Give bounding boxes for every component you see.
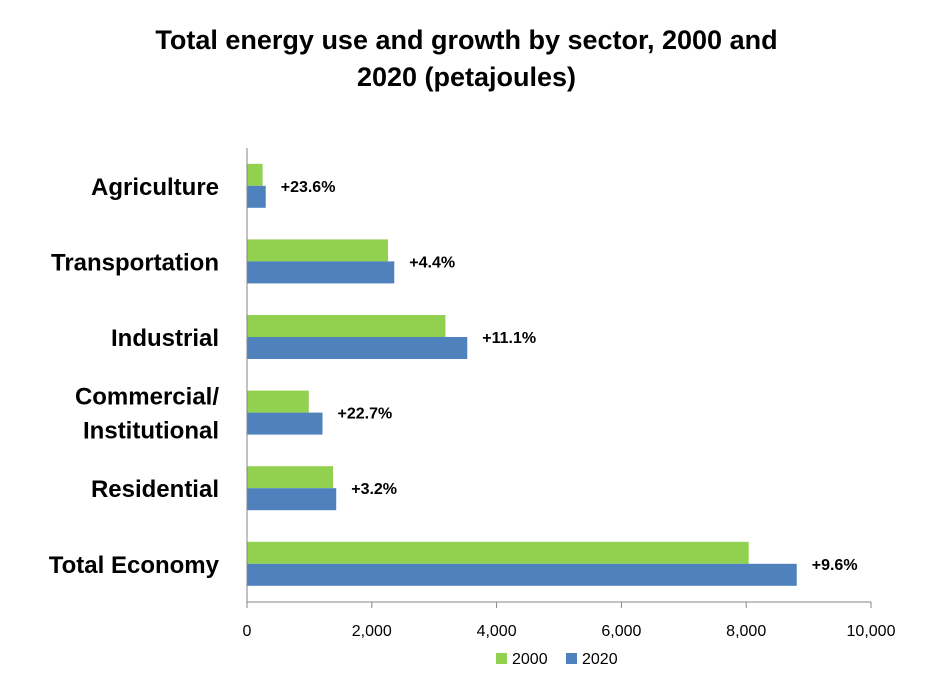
chart-title-line-1: Total energy use and growth by sector, 2… xyxy=(155,25,778,55)
bar-2000-4 xyxy=(247,390,309,413)
x-tick-label: 6,000 xyxy=(601,623,641,640)
chart-title-line-2: 2020 (petajoules) xyxy=(356,62,577,92)
legend-swatch-2000 xyxy=(496,653,507,664)
growth-label: +3.2% xyxy=(351,481,397,498)
bar-2020-3 xyxy=(247,337,468,359)
bar-2000-1 xyxy=(247,163,263,186)
x-tick-label: 10,000 xyxy=(847,623,896,640)
category-label: Institutional xyxy=(83,418,219,445)
category-label: Agriculture xyxy=(91,174,219,201)
category-label: Residential xyxy=(91,476,219,503)
bar-2020-2 xyxy=(247,261,395,284)
x-tick-label: 4,000 xyxy=(477,623,517,640)
category-label: Industrial xyxy=(111,325,219,352)
legend-swatch-2020 xyxy=(566,653,577,664)
x-tick-label: 8,000 xyxy=(726,623,766,640)
growth-label: +11.1% xyxy=(482,330,536,347)
growth-label: +4.4% xyxy=(409,254,455,271)
legend-label: 2020 xyxy=(582,651,618,668)
chart-title: Total energy use and growth by sector, 2… xyxy=(0,22,933,96)
growth-label: +9.6% xyxy=(812,557,858,574)
bar-2000-5 xyxy=(247,466,334,489)
bar-2020-5 xyxy=(247,488,337,511)
bar-2000-3 xyxy=(247,315,446,337)
category-label: Commercial/ xyxy=(75,384,219,411)
bar-2020-4 xyxy=(247,412,323,435)
x-tick-label: 0 xyxy=(243,623,252,640)
bar-2020-6 xyxy=(247,563,797,586)
bar-2020-1 xyxy=(247,185,266,208)
growth-label: +22.7% xyxy=(338,406,393,423)
bar-2000-6 xyxy=(247,541,749,564)
bar-2000-2 xyxy=(247,239,389,262)
category-label: Transportation xyxy=(51,249,219,276)
growth-label: +23.6% xyxy=(281,179,336,196)
category-label: Total Economy xyxy=(49,552,220,579)
x-tick-label: 2,000 xyxy=(352,623,392,640)
legend-label: 2000 xyxy=(512,651,548,668)
